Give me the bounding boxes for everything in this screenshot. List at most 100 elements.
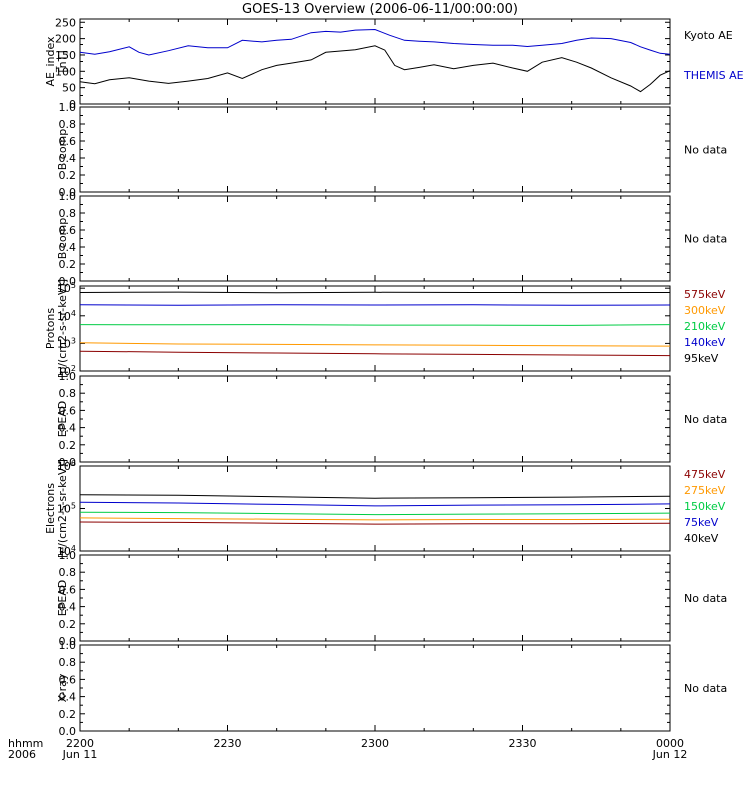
x-tick-sublabel: Jun 12 [652,748,688,761]
x-tick-label: 2200 [66,737,94,750]
y-tick-label: 102 [57,364,76,378]
y-axis-label: EPEAD [56,580,69,617]
legend-entry: 95keV [684,352,719,365]
y-tick-label: 0.6 [59,673,77,686]
y-tick-label: 105 [57,281,76,295]
series-line-themis-ae [79,28,671,56]
y-tick-label: 0.0 [59,456,77,469]
x-tick-label: 2230 [214,737,242,750]
panel-frame [79,195,671,282]
y-tick-label: 0.4 [59,422,77,435]
legend-entry: THEMIS AE [683,69,744,82]
panel-frame [79,644,671,732]
y-axis-label: B comp [56,218,69,260]
series-line-kyoto-ae [79,45,671,93]
y-axis-label: Protons [44,308,57,349]
y-axis-unit-label: [p/(cm2-s-sr-keV)] [56,279,69,378]
series-line-140kev [79,304,671,306]
y-tick-label: 0.2 [59,618,77,631]
figure-title: GOES-13 Overview (2006-06-11/00:00:00) [242,2,518,17]
y-tick-label: 250 [55,16,76,29]
panel-8: 0.0 0.2 0.4 0.6 0.8 1.0 X-ray No data [56,639,727,738]
series-line-150kev [79,511,671,516]
legend-entry: 475keV [684,468,726,481]
panel-frame [79,18,671,105]
y-tick-label: 1.0 [59,370,77,383]
panel-frame [79,465,671,552]
legend-entry: 275keV [684,484,726,497]
panel-frame [79,106,671,193]
panel-frame [79,285,671,372]
series-line-75kev [79,501,671,507]
series-line-475kev [79,521,671,525]
y-tick-label: 0.2 [59,258,77,271]
y-tick-label: 0.4 [59,691,77,704]
y-tick-label: 0.6 [59,224,77,237]
y-tick-label: 0.6 [59,135,77,148]
panel-1: 0 50 100 150 200 250 AE_index [nT] Kyoto AE THEMI… [44,16,744,111]
y-axis-unit-label: [e/(cm2-s-sr-keV)] [56,459,69,558]
series-line-300kev [79,342,671,347]
y-tick-label: 0.0 [59,275,77,288]
y-tick-label: 0.0 [59,186,77,199]
legend-entry: 40keV [684,532,719,545]
y-axis-label: X-ray [56,673,69,702]
y-tick-label: 106 [57,459,76,473]
y-tick-label: 1.0 [59,190,77,203]
y-tick-label: 0.4 [59,241,77,254]
legend-entry: 210keV [684,320,726,333]
panels-group: 0 50 100 150 200 250 AE_index [nT] Kyoto AE THEMI… [44,16,744,738]
panel-7: 0.0 0.2 0.4 0.6 0.8 1.0 EPEAD No data [56,549,727,648]
y-tick-label: 200 [55,33,76,46]
y-tick-label: 1.0 [59,549,77,562]
y-tick-label: 0.2 [59,708,77,721]
y-axis-label: Electrons [44,483,57,534]
y-tick-label: 103 [57,336,76,350]
no-data-note: No data [684,413,727,426]
y-tick-label: 0.4 [59,601,77,614]
y-tick-label: 0.8 [59,387,77,400]
series-line-210kev [79,324,671,326]
x-tick-label: 2300 [361,737,389,750]
year-caption: 2006 [8,748,36,761]
y-tick-label: 100 [55,65,76,78]
series-line-575kev [79,350,671,357]
y-tick-label: 0.8 [59,656,77,669]
legend-entry: 300keV [684,304,726,317]
legend-entry: 150keV [684,500,726,513]
legend-entry: Kyoto AE [684,29,733,42]
y-tick-label: 1.0 [59,639,77,652]
series-line-275kev [79,517,671,521]
panel-3: 0.0 0.2 0.4 0.6 0.8 1.0 B comp No data [56,190,727,288]
legend-entry: 575keV [684,288,726,301]
panel-frame [79,554,671,642]
no-data-note: No data [684,682,727,695]
y-tick-label: 0 [69,98,76,111]
y-tick-label: 0.6 [59,404,77,417]
legend-entry: 75keV [684,516,719,529]
x-tick-label: 0000 [656,737,684,750]
y-tick-label: 0.0 [59,725,77,738]
panel-5: 0.0 0.2 0.4 0.6 0.8 1.0 EPEAD No data [56,370,727,469]
series-line-40kev [79,494,671,499]
y-axis-label: AE_index [44,36,57,87]
y-tick-label: 1.0 [59,101,77,114]
no-data-note: No data [684,233,727,246]
no-data-note: No data [684,144,727,157]
y-axis-label: EPEAD [56,401,69,438]
y-tick-label: 0.8 [59,566,77,579]
series-line-95kev [79,291,671,294]
y-tick-label: 0.2 [59,169,77,182]
y-tick-label: 50 [62,82,76,95]
x-tick-sublabel: Jun 11 [62,748,98,761]
y-tick-label: 104 [57,309,76,323]
panel-2: 0.0 0.2 0.4 0.6 0.8 1.0 B comp No data [56,101,727,199]
y-axis-label: B comp [56,129,69,171]
y-tick-label: 0.2 [59,439,77,452]
no-data-note: No data [684,592,727,605]
y-tick-label: 0.4 [59,152,77,165]
y-tick-label: 105 [57,502,76,516]
